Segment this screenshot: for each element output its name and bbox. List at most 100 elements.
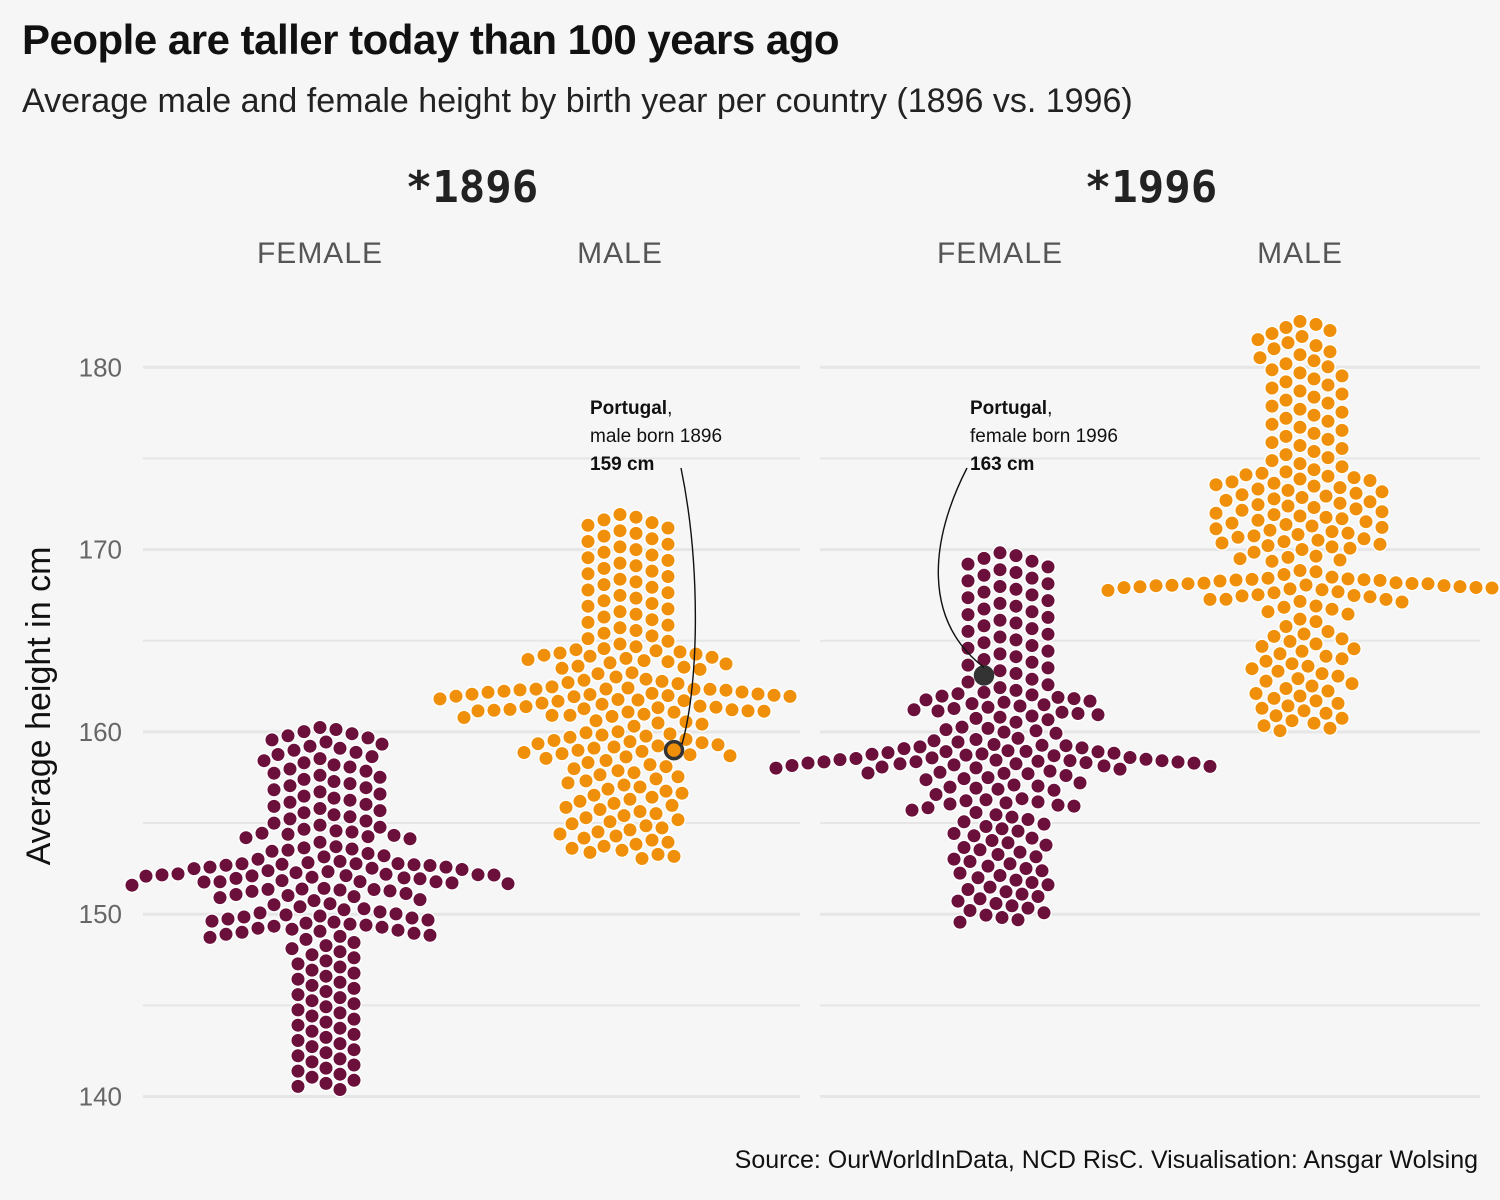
data-point-male-0 xyxy=(660,584,676,601)
data-point-male-1 xyxy=(1280,549,1296,566)
data-point-female-0 xyxy=(266,918,282,935)
data-point-female-0 xyxy=(290,1002,306,1018)
data-point-female-1 xyxy=(976,684,992,701)
data-point-male-1 xyxy=(1308,337,1324,354)
data-point-male-1 xyxy=(1264,361,1280,378)
data-point-female-0 xyxy=(236,909,252,925)
data-point-female-1 xyxy=(1008,598,1024,615)
annotation-leader-line xyxy=(937,467,985,668)
data-point-male-1 xyxy=(1292,346,1308,363)
data-point-male-0 xyxy=(448,688,464,705)
data-point-male-1 xyxy=(1306,715,1322,732)
data-point-female-0 xyxy=(344,824,360,840)
data-point-male-0 xyxy=(596,544,612,561)
data-point-male-0 xyxy=(566,688,582,705)
data-point-male-0 xyxy=(670,811,686,828)
data-point-male-0 xyxy=(694,716,710,732)
data-point-female-0 xyxy=(296,723,312,740)
data-point-female-0 xyxy=(204,913,220,929)
data-point-female-1 xyxy=(1040,876,1056,893)
data-point-male-1 xyxy=(1292,313,1308,330)
data-point-male-1 xyxy=(1318,705,1334,722)
data-point-female-1 xyxy=(1046,747,1062,764)
data-point-female-0 xyxy=(266,896,282,913)
data-point-female-1 xyxy=(892,755,908,772)
data-point-male-0 xyxy=(580,754,596,771)
data-point-male-1 xyxy=(1270,663,1286,680)
data-point-male-1 xyxy=(1280,498,1296,514)
data-point-female-1 xyxy=(976,634,992,651)
data-point-female-1 xyxy=(992,867,1008,884)
data-point-female-0 xyxy=(332,943,348,960)
data-point-male-0 xyxy=(480,684,496,701)
data-point-male-1 xyxy=(1306,461,1322,478)
y-tick-label: 140 xyxy=(79,1082,122,1112)
data-point-female-1 xyxy=(908,753,924,770)
data-point-female-0 xyxy=(312,767,328,784)
data-point-female-1 xyxy=(1002,855,1018,872)
data-point-female-0 xyxy=(296,754,312,771)
data-point-male-1 xyxy=(1320,623,1336,640)
data-point-female-0 xyxy=(332,1005,348,1021)
data-point-female-1 xyxy=(988,895,1004,912)
data-point-male-1 xyxy=(1250,331,1266,348)
data-point-female-1 xyxy=(968,731,984,748)
data-point-female-1 xyxy=(988,752,1004,768)
data-point-male-1 xyxy=(1250,586,1266,603)
data-point-female-0 xyxy=(346,949,362,966)
data-point-male-1 xyxy=(1254,700,1270,717)
data-point-female-1 xyxy=(1122,749,1138,766)
data-point-male-1 xyxy=(1278,428,1294,445)
data-point-male-0 xyxy=(636,652,652,669)
data-point-male-0 xyxy=(660,536,676,553)
data-point-male-0 xyxy=(612,506,628,523)
data-point-female-1 xyxy=(1008,632,1024,648)
data-point-female-1 xyxy=(784,757,800,774)
data-point-female-0 xyxy=(420,912,436,928)
data-point-male-1 xyxy=(1202,591,1218,608)
data-point-female-1 xyxy=(1036,904,1052,921)
data-point-male-1 xyxy=(1332,552,1348,568)
data-point-male-0 xyxy=(650,715,666,731)
data-point-female-1 xyxy=(994,820,1010,837)
data-point-female-0 xyxy=(318,1044,334,1061)
data-point-male-0 xyxy=(596,609,612,625)
data-point-male-0 xyxy=(638,817,654,834)
data-point-female-0 xyxy=(348,744,364,761)
data-point-female-0 xyxy=(332,1051,348,1067)
data-point-male-0 xyxy=(628,525,644,542)
data-point-male-1 xyxy=(1212,573,1228,589)
data-point-male-0 xyxy=(660,834,676,851)
data-point-male-1 xyxy=(1308,598,1324,614)
data-point-male-1 xyxy=(1208,505,1224,522)
data-point-male-0 xyxy=(596,576,612,593)
data-point-male-1 xyxy=(1292,593,1308,610)
data-point-female-1 xyxy=(976,567,992,584)
data-point-male-1 xyxy=(1278,618,1294,635)
data-point-female-1 xyxy=(992,595,1008,612)
data-point-male-0 xyxy=(624,664,640,681)
data-point-female-1 xyxy=(1008,564,1024,581)
data-point-female-1 xyxy=(1030,778,1046,794)
data-point-female-1 xyxy=(1072,775,1088,791)
annotation-description: male born 1896 xyxy=(590,426,722,447)
data-point-male-0 xyxy=(554,745,570,762)
data-point-male-1 xyxy=(1254,465,1270,482)
data-point-female-0 xyxy=(304,1038,320,1055)
data-point-male-0 xyxy=(586,740,602,756)
data-point-female-1 xyxy=(960,606,976,623)
data-point-female-0 xyxy=(320,863,336,880)
data-point-male-1 xyxy=(1306,478,1322,494)
panel-year-label: *1996 xyxy=(1085,162,1217,213)
data-point-female-1 xyxy=(1024,587,1040,603)
data-point-female-0 xyxy=(438,859,454,875)
data-point-male-0 xyxy=(634,743,650,760)
data-point-male-0 xyxy=(612,636,628,652)
y-tick-label: 170 xyxy=(79,535,122,565)
data-point-male-0 xyxy=(576,830,592,846)
data-point-male-0 xyxy=(648,771,664,787)
data-point-male-1 xyxy=(1324,601,1340,618)
data-point-female-0 xyxy=(274,856,290,873)
data-point-male-0 xyxy=(528,681,544,697)
data-point-male-1 xyxy=(1306,407,1322,424)
